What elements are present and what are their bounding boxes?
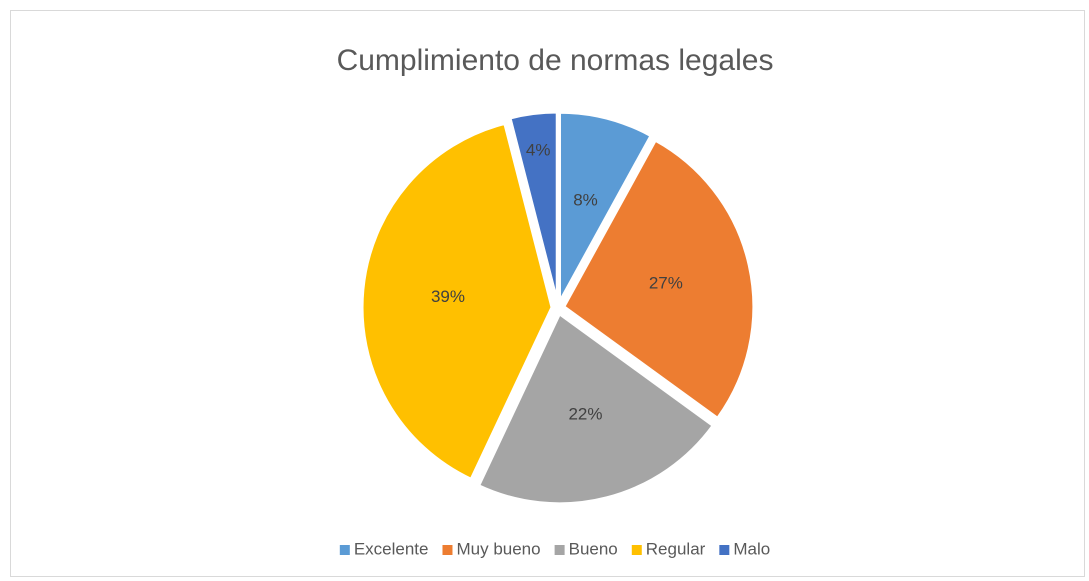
pie-slice [508,110,559,303]
legend-swatch [631,545,642,555]
data-label: 39% [431,287,465,306]
legend-label: Muy bueno [456,539,540,558]
data-label: 27% [649,273,683,292]
chart-title: Cumplimiento de normas legales [337,44,774,77]
data-label: 4% [526,141,551,160]
legend-label: Bueno [569,539,618,558]
pie-slice [557,110,654,303]
legend-swatch [339,545,350,555]
data-label: 22% [568,405,602,424]
legend: Excelente Muy bueno Bueno Regular Malo [339,539,770,558]
legend-swatch [442,545,453,555]
pie-slice [476,311,716,506]
data-label: 8% [573,190,598,209]
pie-slice [561,138,756,421]
legend-swatch [719,545,730,555]
legend-label: Regular [646,539,706,558]
legend-label: Excelente [354,539,429,558]
legend-swatch [554,545,565,555]
legend-label: Malo [733,539,770,558]
pie-slice [360,121,554,482]
